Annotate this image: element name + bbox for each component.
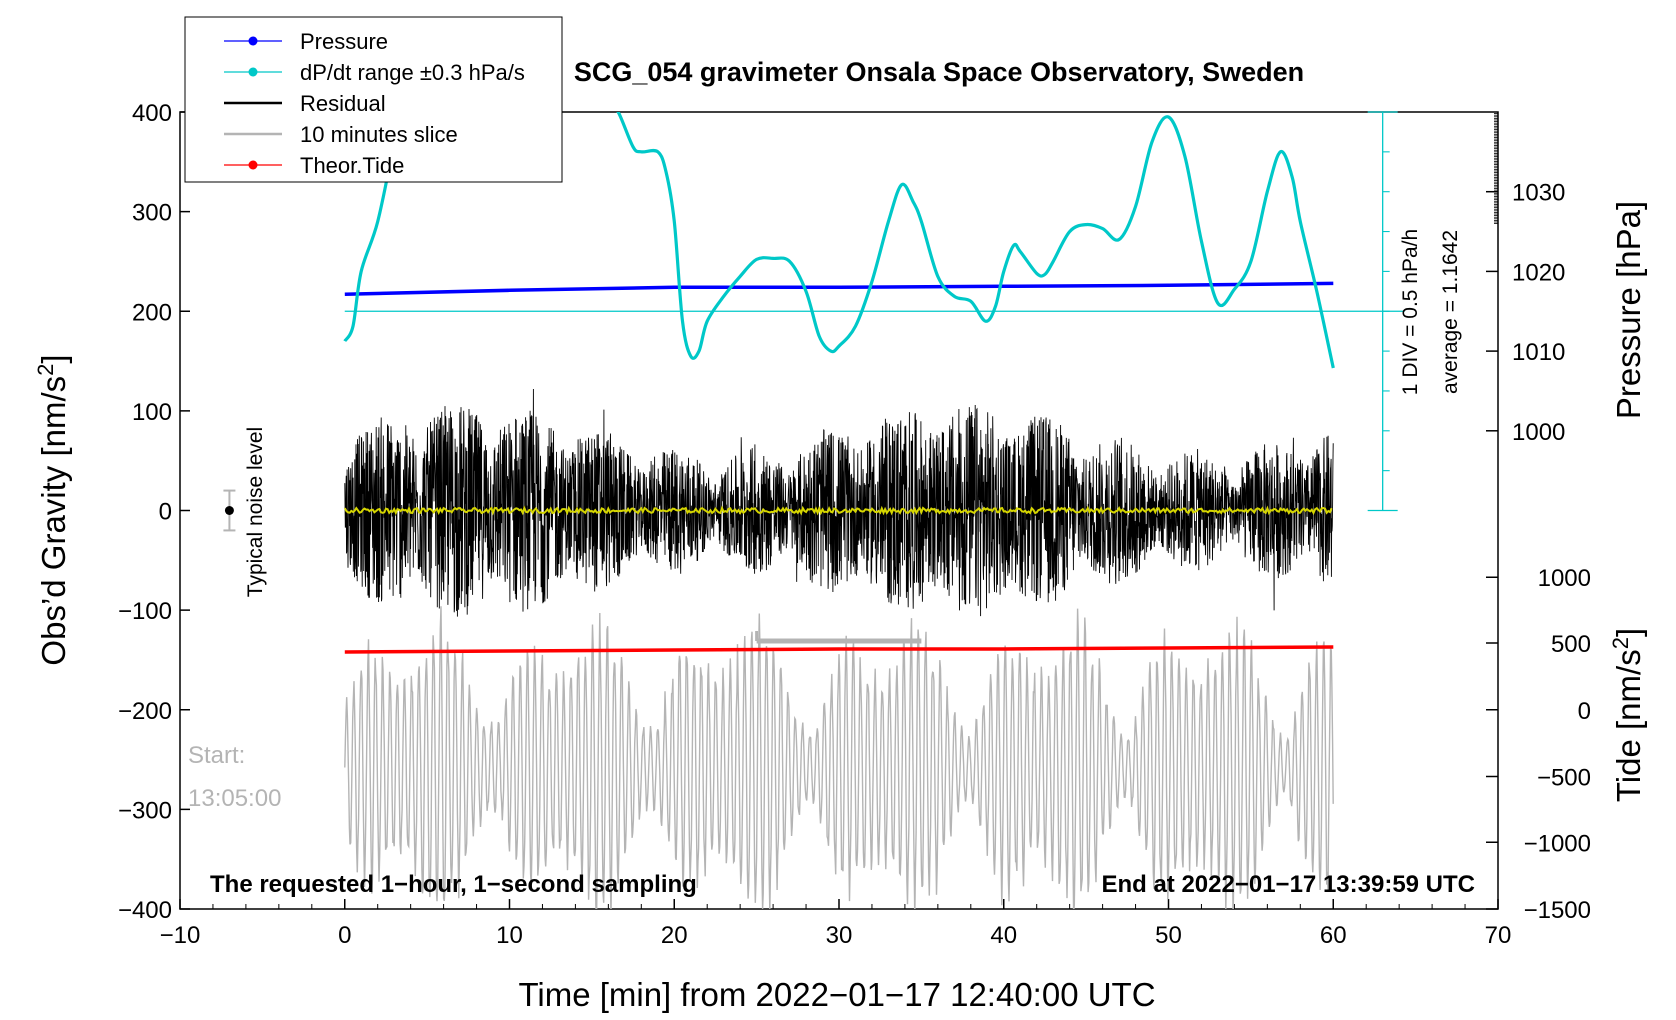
residual-mean-line (343, 505, 1333, 516)
legend-label: Theor.Tide (300, 153, 404, 178)
noise-level-label: Typical noise level (244, 427, 267, 597)
y-tick-label: 200 (132, 299, 172, 326)
tide-tick-label: 500 (1551, 631, 1591, 658)
legend-label: Pressure (300, 29, 388, 54)
x-tick-label: 10 (496, 922, 523, 949)
y-tick-label: −200 (118, 698, 172, 725)
pressure-tick-label: 1020 (1512, 259, 1565, 286)
x-axis-ticks: −10 0 10 20 30 40 50 60 70 (160, 899, 1512, 949)
y-tick-label: 300 (132, 200, 172, 227)
pressure-axis-ticks: 1030 1020 1010 1000 (1486, 113, 1565, 446)
y-axis-label-left: Obs’d Gravity [nm/s2] (33, 354, 72, 665)
scale-bar-div-label: 1 DIV = 0.5 hPa/h (1399, 229, 1422, 395)
series-layer (343, 112, 1405, 909)
legend-label: 10 minutes slice (300, 122, 458, 147)
pressure-tick-label: 1030 (1512, 180, 1565, 207)
x-tick-label: 70 (1485, 922, 1512, 949)
legend-marker (248, 36, 258, 46)
tide-tick-label: 1000 (1538, 565, 1591, 592)
legend-box (184, 16, 563, 183)
x-tick-label: −10 (160, 922, 201, 949)
pressure-tick-label: 1000 (1512, 419, 1565, 446)
x-tick-label: 0 (338, 922, 351, 949)
y-tick-label: 0 (159, 499, 172, 526)
annotation-layer (223, 111, 1398, 644)
x-tick-label: 40 (990, 922, 1017, 949)
noise-level-point (224, 506, 234, 515)
x-tick-label: 20 (661, 922, 688, 949)
y-tick-label: 100 (132, 399, 172, 426)
pressure-tick-label: 1010 (1512, 339, 1565, 366)
note-end-time: End at 2022−01−17 13:39:59 UTC (1101, 871, 1475, 898)
start-time: 13:05:00 (188, 785, 281, 812)
tide-line (344, 645, 1334, 654)
legend-label: Residual (300, 91, 386, 116)
tide-tick-label: 0 (1578, 698, 1591, 725)
y-axis-label-pressure: Pressure [hPa] (1610, 201, 1647, 419)
y-tick-label: −300 (118, 797, 172, 824)
chart-title: SCG_054 gravimeter Onsala Space Observat… (574, 57, 1304, 87)
tide-tick-label: −500 (1537, 764, 1591, 791)
note-sampling: The requested 1−hour, 1−second sampling (210, 871, 697, 898)
y-tick-label: −400 (118, 897, 172, 924)
start-label: Start: (188, 742, 245, 769)
scale-bar-average-label: average = 1.1642 (1439, 230, 1462, 394)
legend-marker (248, 160, 258, 170)
tide-tick-label: −1000 (1524, 830, 1591, 857)
pressure-line (344, 281, 1334, 297)
x-tick-label: 60 (1320, 922, 1347, 949)
y-tick-label: 400 (132, 100, 172, 127)
slice-line (344, 606, 1334, 909)
dpdt-line (343, 112, 1335, 369)
x-tick-label: 50 (1155, 922, 1182, 949)
legend-label: dP/dt range ±0.3 hPa/s (300, 60, 525, 85)
tide-axis-ticks: 1000 500 0 −500 −1000 −1500 (1486, 565, 1591, 924)
legend: Pressure dP/dt range ±0.3 hPa/s Residual 10… (184, 16, 563, 183)
y-tick-label: −100 (118, 598, 172, 625)
y-axis-label-tide: Tide [nm/s2] (1608, 628, 1647, 802)
residual-line (344, 388, 1334, 617)
legend-marker (248, 67, 258, 77)
x-tick-label: 30 (826, 922, 853, 949)
x-axis-label: Time [min] from 2022−01−17 12:40:00 UTC (518, 976, 1155, 1013)
tide-tick-label: −1500 (1524, 897, 1591, 924)
y-axis-ticks: 400 300 200 100 0 −100 −200 −300 −400 (118, 100, 190, 924)
